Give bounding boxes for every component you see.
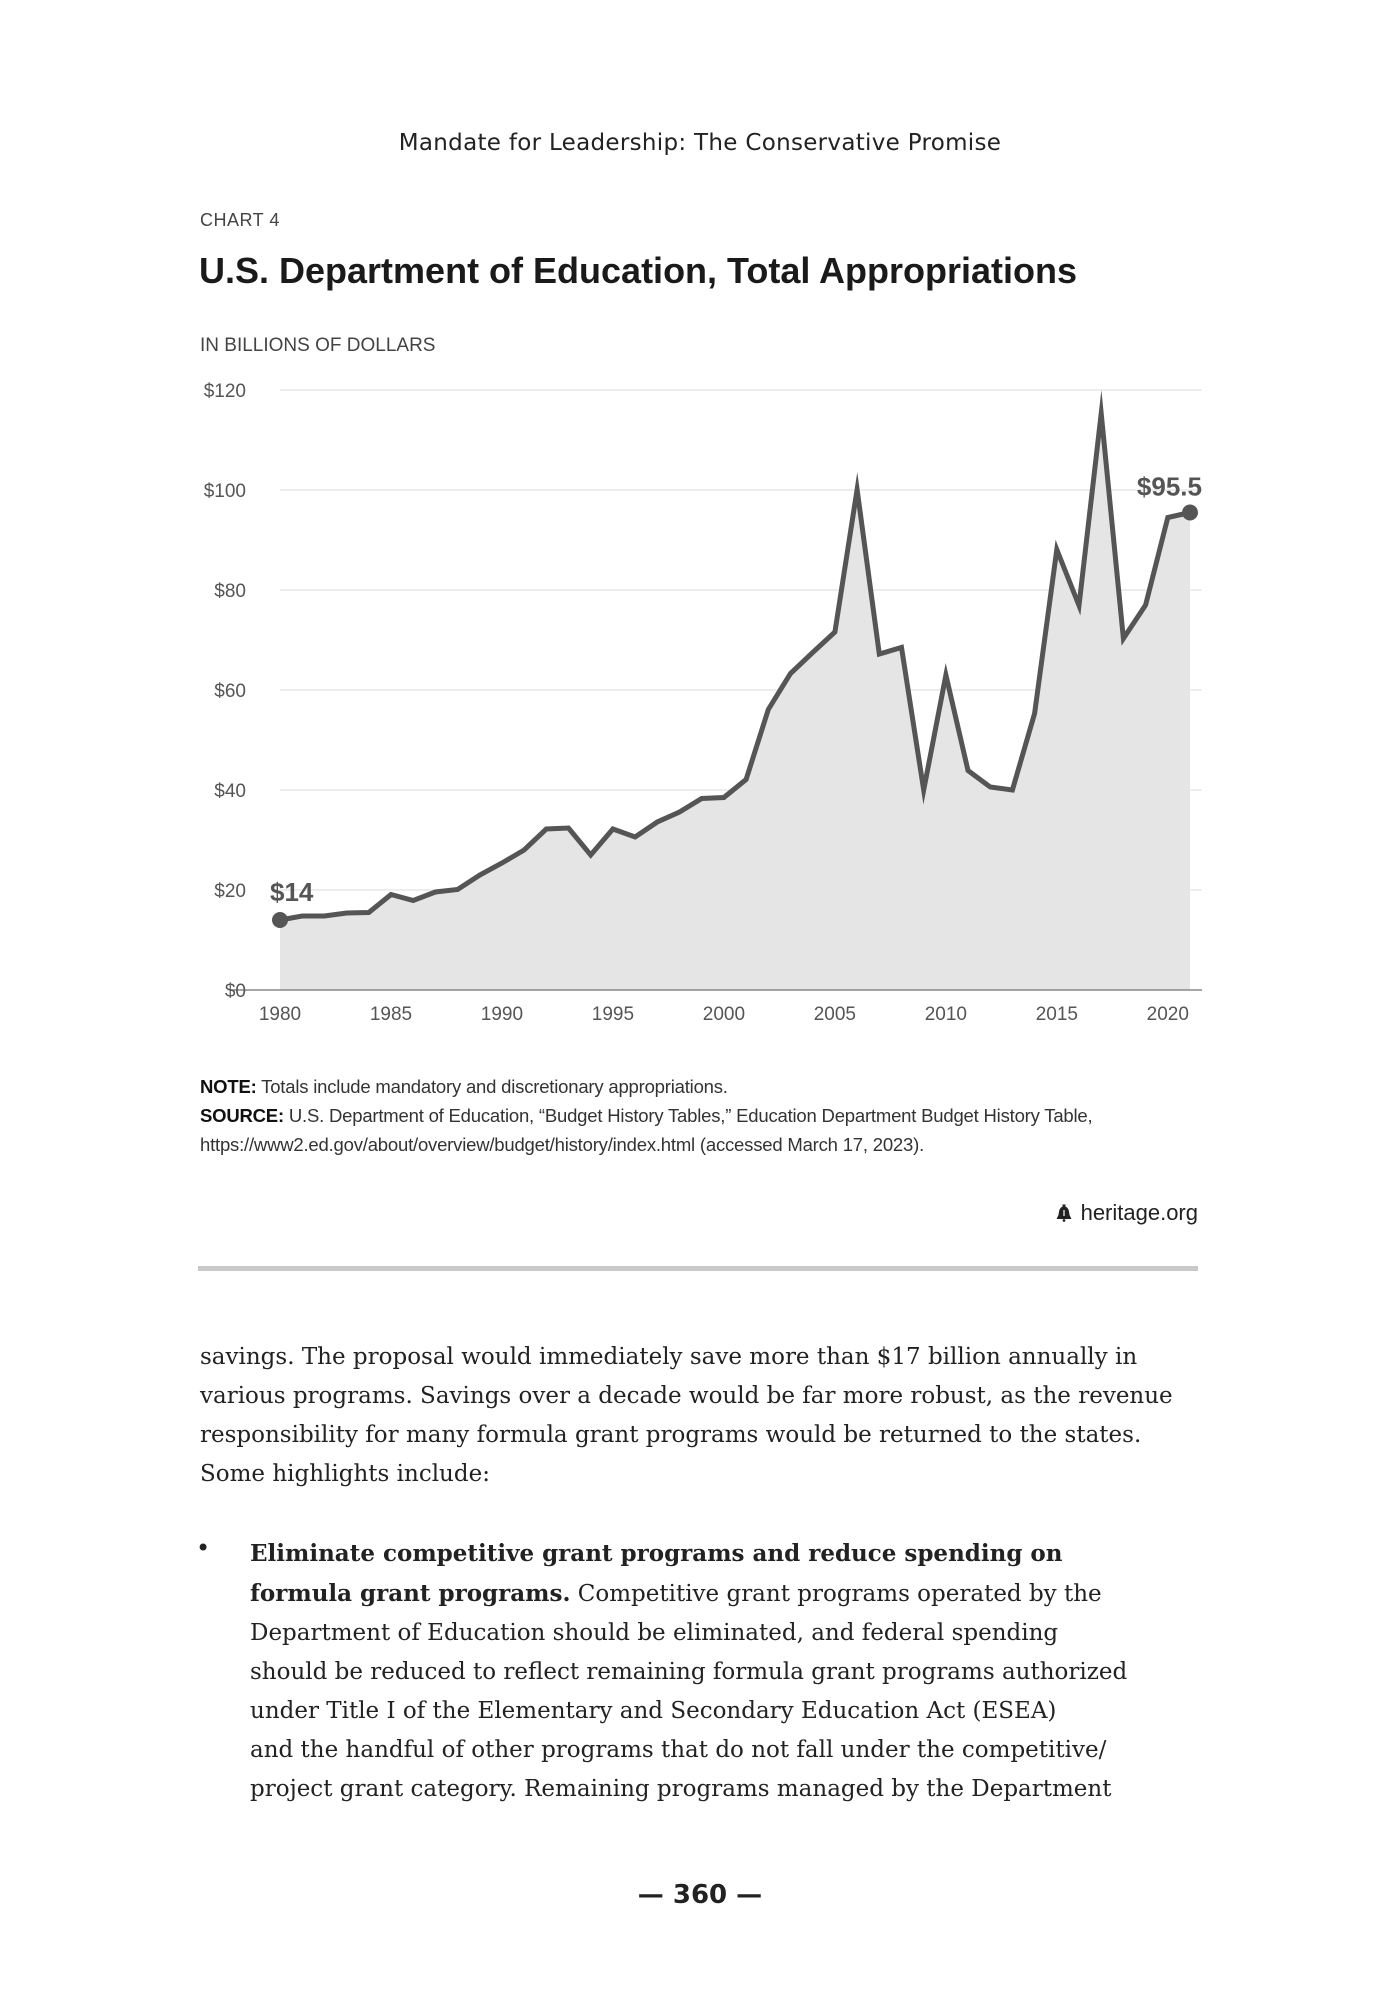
- x-tick-label: 2015: [1036, 1004, 1078, 1025]
- y-tick-label: $80: [214, 581, 246, 602]
- source-url: https://www2.ed.gov/about/overview/budge…: [200, 1134, 925, 1155]
- note-label: NOTE:: [200, 1076, 257, 1097]
- series-line: [279, 390, 1191, 923]
- y-axis-ticks: $0 $20 $40 $60 $80 $100 $120: [204, 381, 246, 1002]
- x-tick-label: 1985: [370, 1004, 412, 1025]
- bullet-line: should be reduced to reflect remaining f…: [250, 1659, 1128, 1685]
- bullet-heading: Eliminate competitive grant programs and…: [250, 1540, 1063, 1567]
- paragraph-line: Some highlights include:: [200, 1461, 490, 1487]
- paragraph-line: various programs. Savings over a decade …: [200, 1383, 1173, 1409]
- area-fill: [280, 413, 1190, 990]
- bullet-line: and the handful of other programs that d…: [250, 1737, 1107, 1763]
- endpoint-marker: [272, 912, 288, 928]
- x-tick-label: 2005: [814, 1004, 856, 1025]
- bullet-marker: •: [196, 1534, 211, 1562]
- section-divider: [198, 1266, 1198, 1271]
- bullet-line: Eliminate competitive grant programs and…: [250, 1534, 1210, 1574]
- bullet-item: Eliminate competitive grant programs and…: [250, 1534, 1210, 1809]
- x-tick-label: 1995: [592, 1004, 634, 1025]
- y-tick-label: $60: [214, 681, 246, 702]
- running-head: Mandate for Leadership: The Conservative…: [398, 130, 1002, 156]
- paragraph-line: savings. The proposal would immediately …: [200, 1344, 1138, 1370]
- y-tick-label: $100: [204, 481, 246, 502]
- bullet-line: formula grant programs. Competitive gran…: [250, 1574, 1210, 1614]
- source-label: SOURCE:: [200, 1105, 284, 1126]
- chart-number: CHART 4: [200, 210, 280, 230]
- brand: heritage.org: [1000, 1200, 1198, 1226]
- source-line: SOURCE: U.S. Department of Education, “B…: [200, 1101, 1200, 1130]
- x-tick-label: 1990: [481, 1004, 523, 1025]
- x-tick-label: 1980: [259, 1004, 301, 1025]
- x-axis-ticks: 1980 1985 1990 1995 2000 2005 2010 2015 2020: [259, 1004, 1189, 1025]
- y-tick-label: $40: [214, 781, 246, 802]
- bullet-line: project grant category. Remaining progra…: [250, 1776, 1112, 1802]
- x-tick-label: 2000: [703, 1004, 745, 1025]
- endpoint-marker: [1182, 504, 1198, 521]
- bullet-heading-end: formula grant programs.: [250, 1580, 571, 1607]
- y-tick-label: $120: [204, 381, 246, 402]
- data-label: $14: [270, 877, 314, 907]
- liberty-bell-icon: [1056, 1204, 1072, 1222]
- bullet-line: under Title I of the Elementary and Seco…: [250, 1698, 1057, 1724]
- bullet-text: Competitive grant programs operated by t…: [570, 1581, 1102, 1607]
- x-tick-label: 2010: [925, 1004, 967, 1025]
- bullet-line: Department of Education should be elimin…: [250, 1620, 1059, 1646]
- paragraph-line: responsibility for many formula grant pr…: [200, 1422, 1142, 1448]
- y-tick-label: $0: [225, 981, 246, 1002]
- data-label: $95.5: [1137, 472, 1202, 502]
- chart-notes: NOTE: Totals include mandatory and discr…: [200, 1072, 1200, 1159]
- annotations: $14 $95.5: [270, 472, 1202, 928]
- x-tick-label: 2020: [1147, 1004, 1189, 1025]
- source-text: U.S. Department of Education, “Budget Hi…: [283, 1105, 1093, 1126]
- body-paragraph: savings. The proposal would immediately …: [200, 1338, 1210, 1494]
- y-tick-label: $20: [214, 881, 246, 902]
- chart-units-label: IN BILLIONS OF DOLLARS: [200, 335, 436, 356]
- brand-text: heritage.org: [1080, 1200, 1198, 1225]
- chart-title: U.S. Department of Education, Total Appr…: [199, 250, 1078, 291]
- chart-area: $0 $20 $40 $60 $80 $100 $120 1980 1985 1990 1995 2…: [204, 381, 1202, 1025]
- page-number: — 360 —: [637, 1880, 763, 1910]
- note-text: Totals include mandatory and discretiona…: [256, 1076, 728, 1097]
- note-line: NOTE: Totals include mandatory and discr…: [200, 1072, 1200, 1101]
